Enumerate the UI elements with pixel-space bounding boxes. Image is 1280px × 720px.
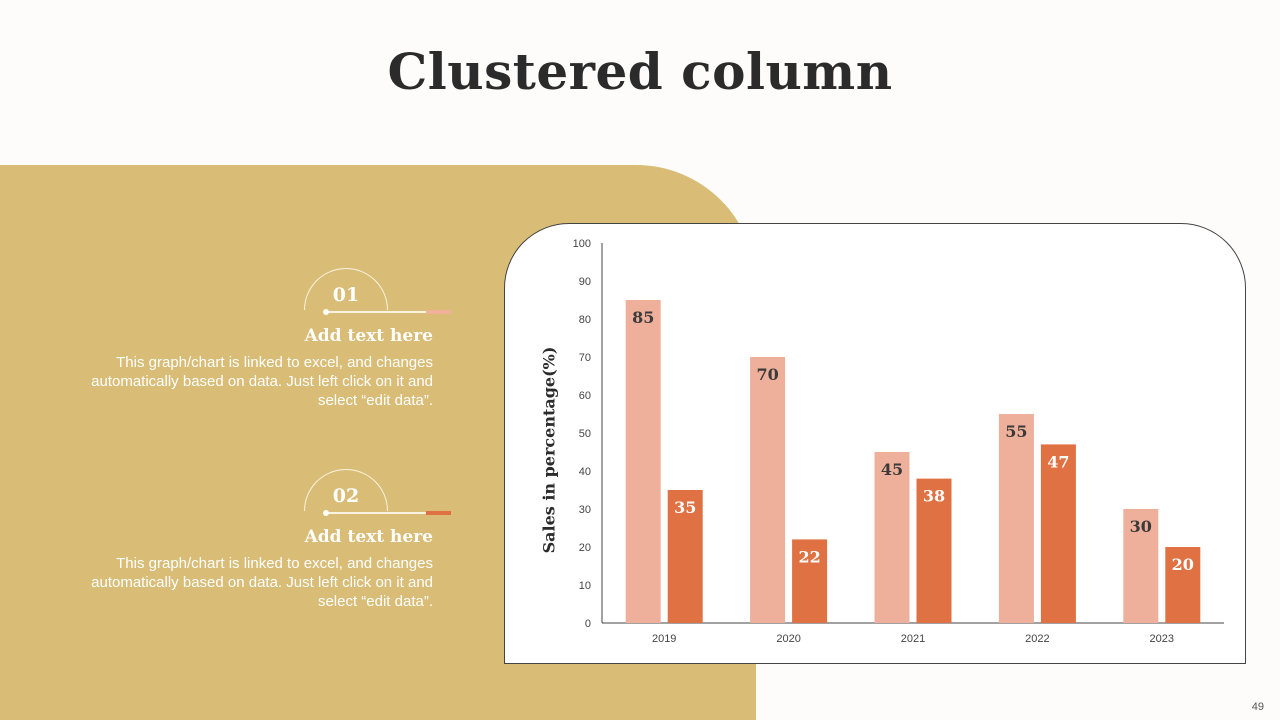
- bar-data-label: 38: [923, 487, 945, 506]
- bar: [1040, 444, 1076, 623]
- divider-dot: [323, 309, 329, 315]
- item-body-text: This graph/chart is linked to excel, and…: [91, 354, 433, 409]
- item-heading: Add text here: [304, 527, 433, 547]
- bar-data-label: 55: [1005, 422, 1027, 441]
- x-tick-label: 2021: [901, 633, 925, 645]
- y-tick-label: 70: [579, 352, 591, 364]
- bar-data-label: 85: [632, 308, 654, 327]
- item-heading: Add text here: [304, 326, 433, 346]
- divider-line: [326, 311, 426, 313]
- bar-data-label: 20: [1172, 555, 1194, 574]
- item-body-text: This graph/chart is linked to excel, and…: [91, 555, 433, 610]
- bar: [625, 300, 661, 623]
- page-number: 49: [1251, 701, 1264, 713]
- divider-dot: [323, 510, 329, 516]
- y-axis-label: Sales in percentage(%): [539, 346, 559, 554]
- bar: [1165, 547, 1201, 623]
- y-tick-label: 10: [579, 580, 591, 592]
- y-tick-label: 90: [579, 276, 591, 288]
- slide-title: Clustered column: [387, 42, 893, 101]
- bar-data-label: 30: [1130, 517, 1152, 536]
- bar: [998, 414, 1034, 623]
- y-tick-label: 0: [585, 618, 591, 630]
- accent-bar: [426, 310, 451, 314]
- item-number: 02: [332, 485, 360, 507]
- bar: [667, 490, 703, 623]
- bar-data-label: 45: [881, 460, 903, 479]
- y-tick-label: 40: [579, 466, 591, 478]
- y-tick-label: 30: [579, 504, 591, 516]
- x-tick-label: 2022: [1025, 633, 1049, 645]
- x-tick-label: 2020: [776, 633, 800, 645]
- y-tick-label: 100: [573, 238, 591, 250]
- bar-data-label: 70: [756, 365, 778, 384]
- y-tick-label: 20: [579, 542, 591, 554]
- bar: [750, 357, 786, 623]
- bar: [792, 539, 828, 623]
- x-tick-label: 2019: [652, 633, 676, 645]
- bar: [916, 478, 952, 623]
- accent-bar: [426, 511, 451, 515]
- y-tick-label: 60: [579, 390, 591, 402]
- divider-line: [326, 512, 426, 514]
- bar-data-label: 22: [798, 547, 820, 566]
- bar-data-label: 47: [1047, 452, 1069, 471]
- bar-data-label: 35: [674, 498, 696, 517]
- item-number: 01: [332, 284, 360, 306]
- y-tick-label: 80: [579, 314, 591, 326]
- bar: [874, 452, 910, 623]
- bar: [1123, 509, 1159, 623]
- x-tick-label: 2023: [1150, 633, 1174, 645]
- y-tick-label: 50: [579, 428, 591, 440]
